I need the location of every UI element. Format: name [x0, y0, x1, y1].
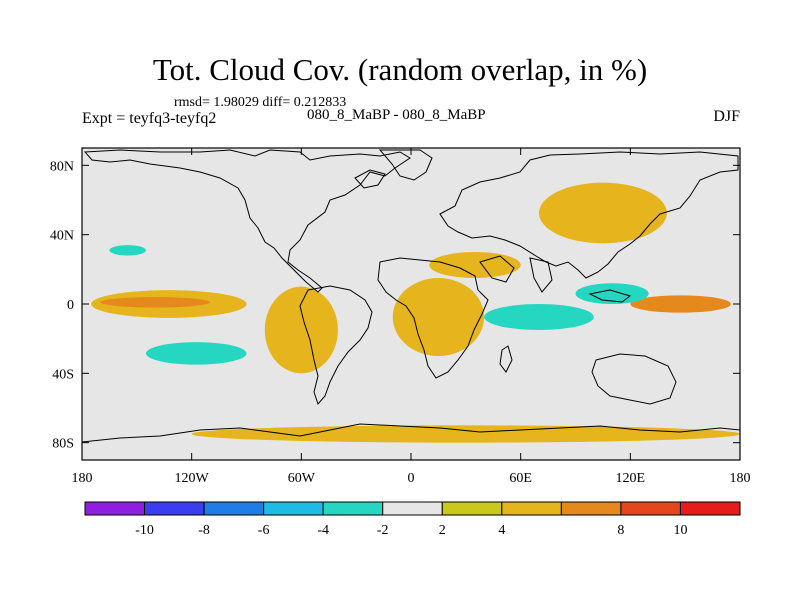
colorbar-label: 10	[673, 523, 687, 538]
colorbar-segment	[203, 501, 265, 516]
coastline	[82, 149, 740, 443]
x-tick-label: 180	[72, 471, 93, 486]
colorbar-label: -4	[317, 523, 329, 538]
y-tick-label: 0	[67, 298, 74, 313]
y-tick-label: 40N	[50, 229, 74, 244]
anomaly-region	[630, 295, 731, 313]
colorbar-segment	[560, 501, 622, 516]
y-tick-label: 80N	[50, 159, 74, 174]
colorbar-label: 2	[439, 523, 446, 538]
anomaly-region	[109, 245, 146, 256]
colorbar-segment	[322, 501, 384, 516]
colorbar-label: -8	[198, 523, 210, 538]
colorbar-label: 8	[617, 523, 624, 538]
stats-label: rmsd= 1.98029 diff= 0.212833	[174, 95, 347, 110]
anomaly-region	[100, 297, 210, 308]
season-label: DJF	[713, 108, 740, 125]
colorbar-segment	[263, 501, 324, 516]
x-tick-label: 0	[408, 471, 415, 486]
anomaly-region	[575, 283, 649, 304]
colorbar-label: -6	[258, 523, 270, 538]
colorbar-segment	[144, 501, 205, 516]
colorbar-label: 4	[498, 523, 505, 538]
chart-title: Tot. Cloud Cov. (random overlap, in %)	[152, 52, 648, 87]
anomaly-region	[538, 182, 667, 244]
colorbar-segment	[501, 501, 562, 516]
colorbar-label: -2	[377, 523, 389, 538]
y-tick-label: 40S	[52, 367, 74, 382]
anomaly-region	[145, 342, 247, 365]
colorbar-segment	[620, 501, 681, 516]
comparison-label: 080_8_MaBP - 080_8_MaBP	[307, 107, 486, 123]
anomaly-region	[191, 425, 740, 443]
colorbar-segment	[679, 501, 741, 516]
experiment-label: Expt = teyfq3-teyfq2	[82, 110, 217, 127]
anomaly-region	[429, 252, 521, 278]
y-tick-label: 80S	[52, 437, 74, 452]
x-tick-label: 180	[730, 471, 751, 486]
anomaly-region	[264, 286, 338, 374]
anomaly-region	[484, 304, 594, 330]
colorbar-segment	[84, 501, 146, 516]
x-tick-label: 120E	[616, 471, 646, 486]
colorbar-label: -10	[135, 523, 154, 538]
colorbar-segment	[441, 501, 503, 516]
x-tick-label: 60E	[509, 471, 532, 486]
anomaly-region	[392, 278, 485, 356]
colorbar-segment	[382, 501, 443, 516]
x-tick-label: 120W	[175, 471, 210, 486]
x-tick-label: 60W	[288, 471, 316, 486]
